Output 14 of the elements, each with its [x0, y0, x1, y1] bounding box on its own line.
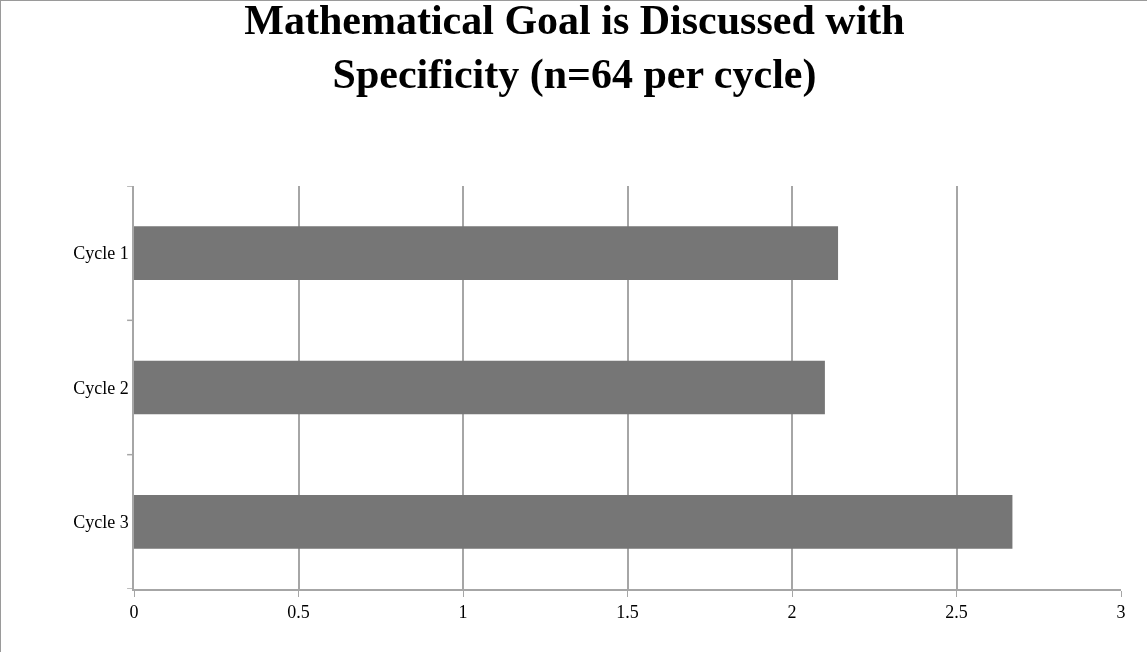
bar [134, 226, 839, 281]
y-tick-label: Cycle 3 [73, 512, 129, 533]
x-tick-label: 2.5 [945, 602, 968, 623]
x-tick-label: 3 [1116, 602, 1126, 623]
x-tick-label: 1 [458, 602, 468, 623]
x-tick-label: 2 [787, 602, 797, 623]
y-tick-label: Cycle 1 [73, 243, 129, 264]
x-tick-label: 1.5 [616, 602, 639, 623]
bar [134, 494, 1013, 549]
chart-title: Mathematical Goal is Discussed with Specificity (n=64 per cycle) [244, 0, 905, 99]
y-tick-label: Cycle 2 [73, 377, 129, 398]
x-tick-label: 0.5 [287, 602, 310, 623]
bar [134, 360, 825, 415]
x-tick-label: 0 [129, 602, 139, 623]
